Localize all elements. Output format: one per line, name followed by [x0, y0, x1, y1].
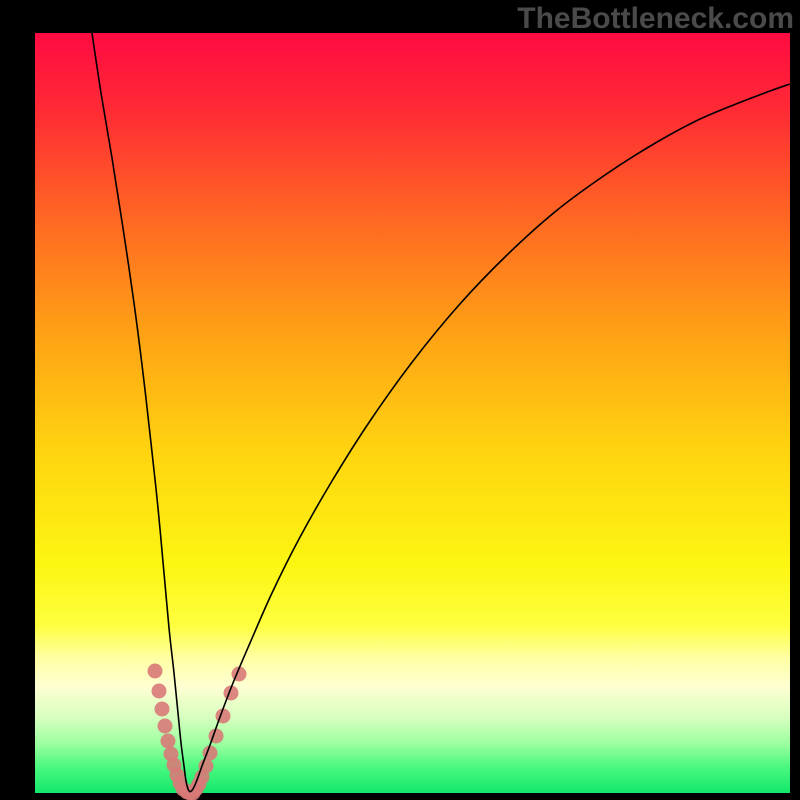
- data-marker: [155, 702, 170, 717]
- curve-layer: [35, 33, 790, 793]
- data-marker: [148, 664, 163, 679]
- data-marker: [152, 684, 167, 699]
- right-curve: [190, 84, 790, 792]
- watermark-text: TheBottleneck.com: [517, 2, 794, 36]
- data-marker: [158, 719, 173, 734]
- plot-area: [35, 33, 790, 793]
- data-marker: [161, 734, 176, 749]
- left-curve: [92, 33, 190, 792]
- chart-stage: TheBottleneck.com: [0, 0, 800, 800]
